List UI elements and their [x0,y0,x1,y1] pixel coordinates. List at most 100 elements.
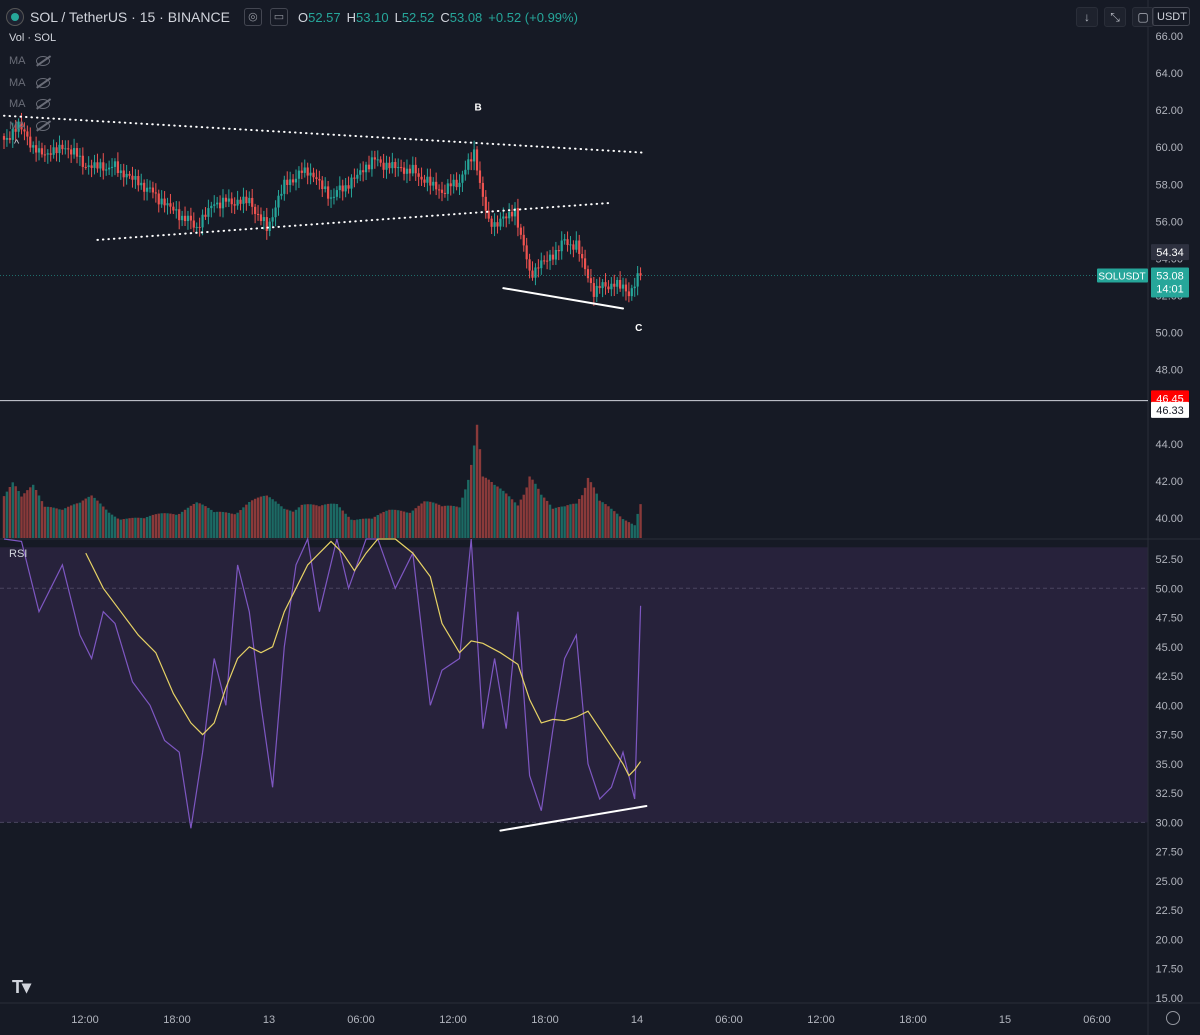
volume-bar [478,449,482,538]
time-tick-label: 06:00 [715,1014,743,1026]
wave-label-c: C [635,323,642,334]
volume-bar [145,516,149,538]
eye-slash-icon[interactable] [35,78,50,88]
candle-body [575,240,578,250]
time-tick-label: 18:00 [531,1014,559,1026]
candle-body [289,179,292,185]
ma-legend-1[interactable]: MA [9,55,50,67]
volume-bar [286,509,289,538]
volume-bar [288,510,292,538]
chevron-up-icon[interactable]: ^ [14,138,20,150]
candle-body [8,138,11,140]
volume-bars [2,424,642,538]
rsi-legend[interactable]: RSI [9,548,28,560]
candle-body [251,197,254,207]
gear-icon[interactable] [1166,1011,1180,1025]
volume-bar [166,513,169,538]
volume-bar [516,505,520,538]
volume-bar [90,495,93,538]
candle-body [484,196,487,211]
high-value: 53.10 [356,9,389,25]
candle-body [446,183,449,194]
trendline-3 [502,287,625,310]
candle-body [435,181,438,190]
rsi-tick-label: 27.50 [1155,847,1183,859]
volume-bar [610,508,613,538]
volume-bar [72,504,76,538]
candle-body [183,215,187,222]
candle-body [470,159,473,162]
eye-slash-icon[interactable] [35,121,50,131]
currency-select[interactable]: USDT [1152,7,1190,26]
candle-body [601,282,604,289]
chart-header: SOL / TetherUS · 15 · BINANCE ◎ ▭ O 52.57… [0,6,578,28]
volume-bar [55,508,58,538]
price-tick-label: 50.00 [1155,328,1183,340]
candle-body [248,197,251,204]
candle-body [554,249,557,260]
eye-slash-icon[interactable] [35,56,50,66]
candle-body [75,148,79,157]
eye-slash-icon[interactable] [35,99,50,109]
ma-legend-3[interactable]: MA [9,98,50,110]
candle-body [473,149,476,162]
candle-body [537,267,540,269]
volume-bar [242,507,245,538]
volume-bar [297,507,301,538]
candle-body [546,260,549,262]
volume-bar [353,520,356,538]
price-tick-label: 48.00 [1155,365,1183,377]
volume-bar [595,493,598,538]
candle-body [230,198,233,205]
ma-legend-4[interactable]: MA [9,120,50,132]
candle-body [204,214,207,217]
candle-body [70,149,73,155]
symbol-title[interactable]: SOL / TetherUS · 15 · BINANCE [30,9,230,25]
volume-bar [446,505,450,538]
arrow-down-icon[interactable]: ↓ [1076,7,1098,27]
volume-bar [122,519,125,538]
rsi-tick-label: 30.00 [1155,817,1183,829]
more-icon[interactable]: ▭ [269,8,288,26]
candle-body [32,145,35,148]
candle-body [166,203,169,206]
candle-body [274,207,277,218]
candle-body [513,208,517,217]
volume-bar [236,512,239,538]
candle-body [630,288,633,297]
high-label: H [346,9,357,25]
volume-bar [557,507,560,538]
volume-bar [324,504,327,538]
candle-body [11,129,14,140]
time-axis[interactable]: 12:00 18:00 13 06:00 12:00 18:00 14 06:00 12:00 1… [71,1014,1111,1026]
tradingview-logo-icon[interactable]: T▾ [12,977,31,997]
candle-body [61,144,64,150]
candle-body [154,192,157,194]
volume-bar [58,509,61,538]
candle-body [35,145,38,153]
fullscreen-icon[interactable]: ▢ [1132,7,1154,27]
volume-bar [20,496,23,538]
volume-bar [8,486,12,538]
ma-legend-2[interactable]: MA [9,77,50,89]
candle-body [478,170,482,183]
volume-bar [40,501,44,538]
candle-body [297,170,301,179]
volume-bar [633,525,636,538]
eye-slash-icon[interactable]: ◎ [243,8,262,26]
candle-body [636,273,639,287]
candle-body [29,136,32,148]
candle-body [17,121,20,132]
expand-icon[interactable]: ⤡ [1104,7,1126,27]
volume-bar [467,479,470,538]
volume-bar [64,508,67,538]
volume-legend[interactable]: Vol · SOL [9,32,57,44]
volume-bar [14,486,17,538]
volume-bar [189,505,193,538]
volume-bar [332,503,336,538]
candle-body [505,216,508,219]
candle-body [49,153,52,155]
candle-body [616,280,619,287]
change-value: +0.52 (+0.99%) [488,9,578,25]
